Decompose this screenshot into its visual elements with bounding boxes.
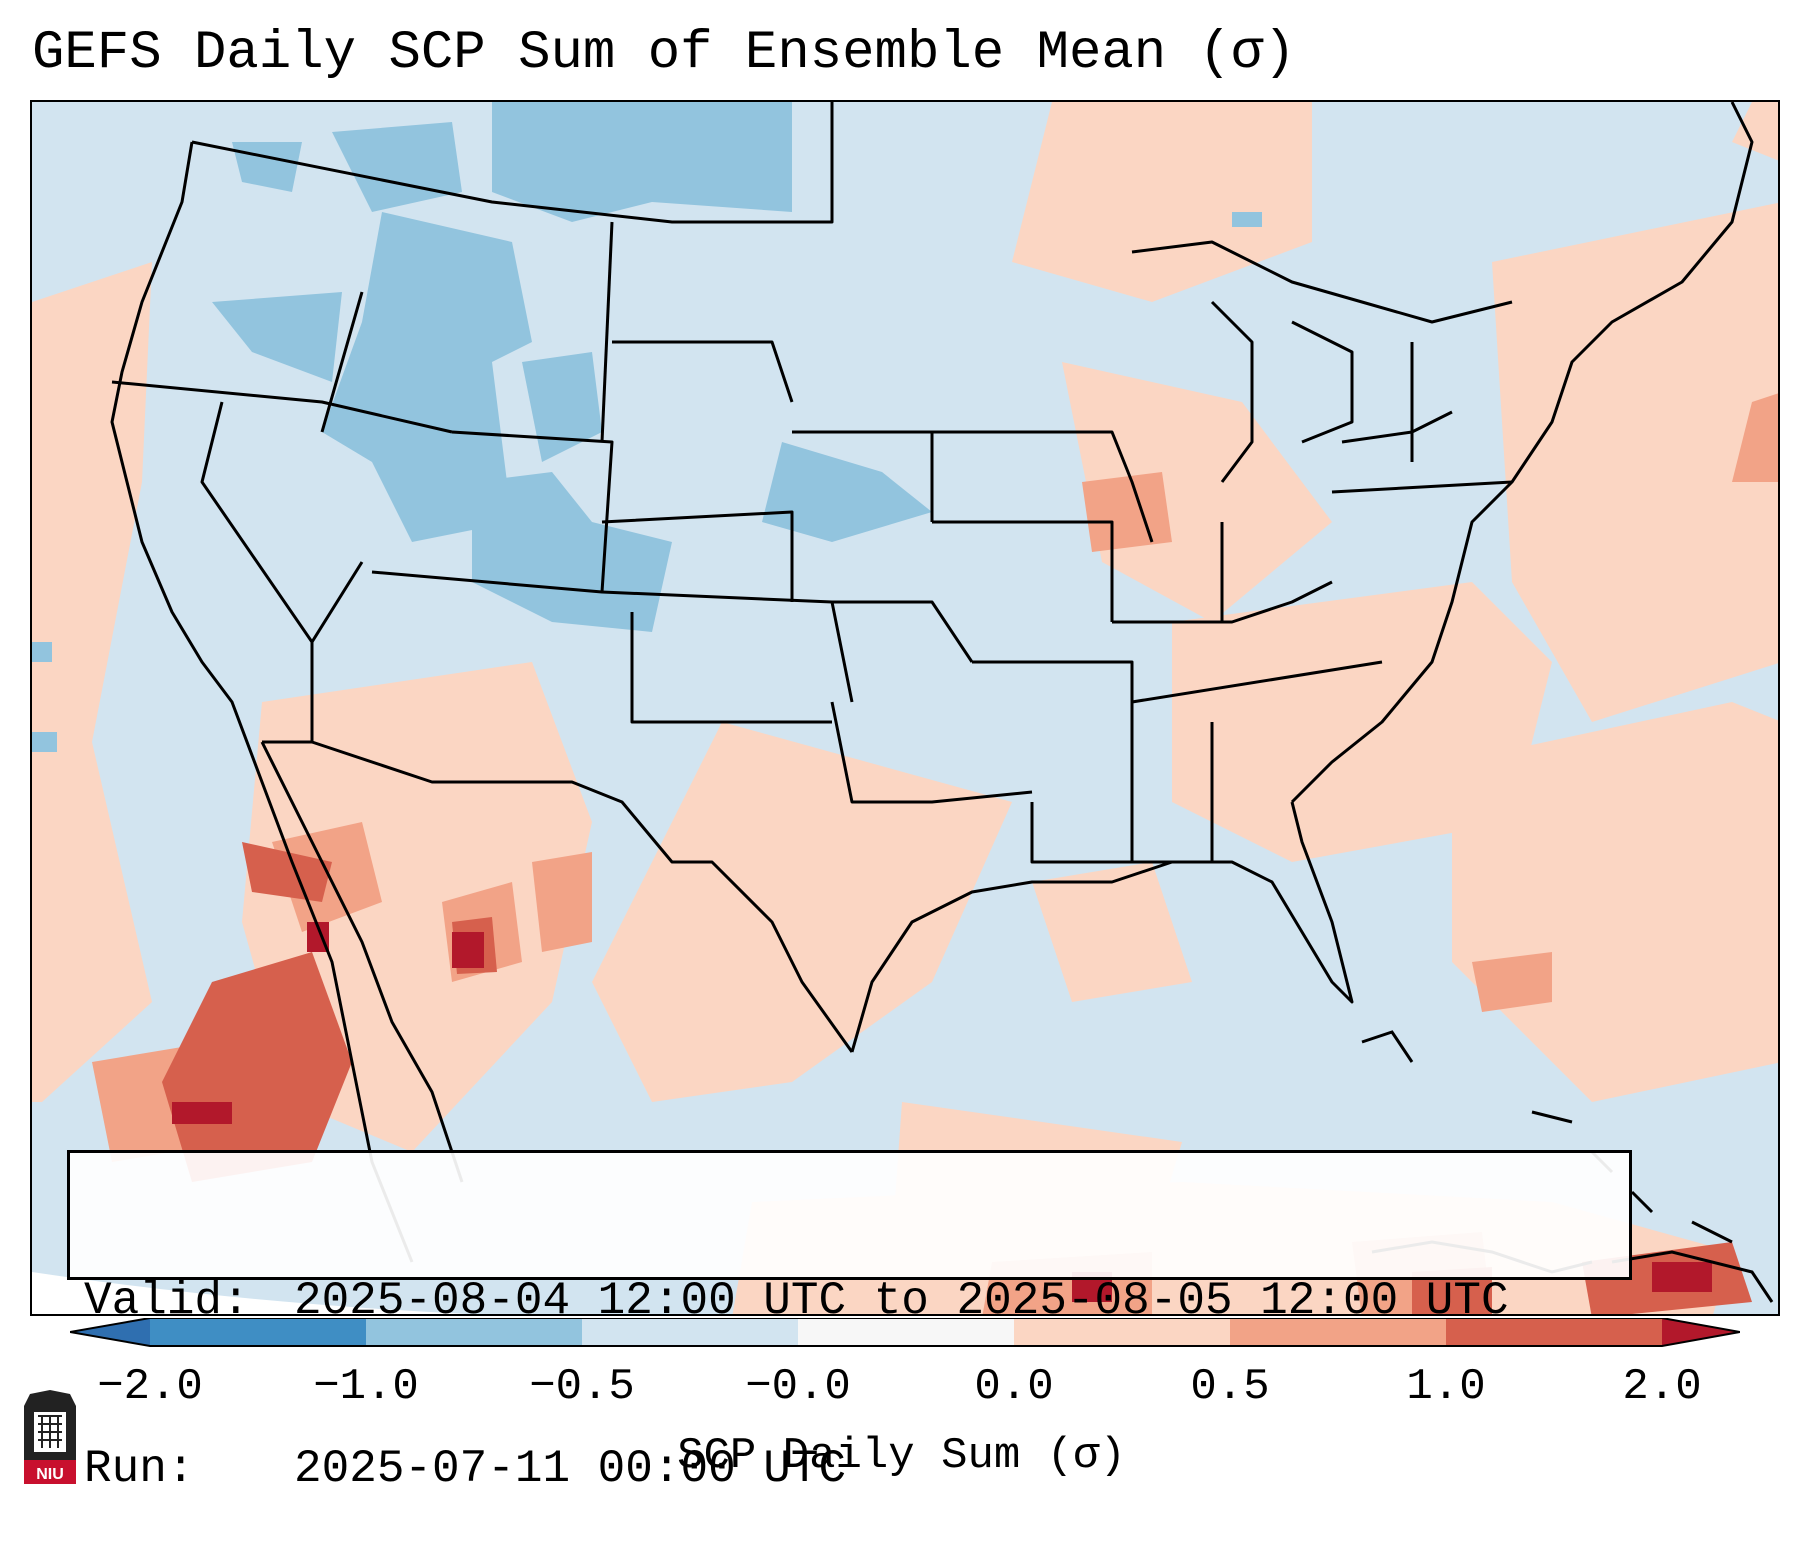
run-row: Run: 2025-07-11 00:00 UTC — [84, 1441, 1629, 1497]
colorbar-bin-4 — [798, 1318, 1014, 1346]
niu-logo-icon: NIU — [24, 1390, 76, 1484]
colorbar-max-extension — [1662, 1318, 1740, 1346]
tick-label-2: −1.0 — [313, 1362, 419, 1412]
colorbar-bin-6 — [1230, 1318, 1446, 1346]
validity-info-box: Valid: 2025-08-04 12:00 UTC to 2025-08-0… — [67, 1150, 1632, 1495]
map-title: GEFS Daily SCP Sum of Ensemble Mean (σ) — [32, 23, 1296, 84]
colorbar-outline — [70, 1318, 1740, 1347]
scp-anomaly-map — [32, 102, 1778, 1314]
negative-anomaly-regions — [32, 102, 1262, 752]
positive-anomaly-regions — [32, 102, 1778, 1314]
tick-label-3: −0.5 — [529, 1362, 635, 1412]
colorbar-bin-1 — [150, 1318, 366, 1346]
colorbar-label: SCP Daily Sum (σ) — [677, 1431, 1126, 1481]
tick-label-8: 2.0 — [1622, 1362, 1702, 1412]
logo-text: NIU — [36, 1466, 64, 1483]
colorbar-bin-5 — [1014, 1318, 1230, 1346]
run-label: Run: — [84, 1443, 195, 1495]
colorbar-bin-2 — [366, 1318, 582, 1346]
tick-label-5: 0.0 — [974, 1362, 1054, 1412]
tick-label-7: 1.0 — [1406, 1362, 1486, 1412]
tick-label-6: 0.5 — [1190, 1362, 1270, 1412]
map-panel[interactable] — [30, 100, 1780, 1316]
colorbar-min-extension — [70, 1318, 150, 1346]
coastlines-and-borders — [110, 102, 1754, 1263]
colorbar — [70, 1318, 1740, 1347]
colorbar-bin-3 — [582, 1318, 798, 1346]
outside-domain-area — [32, 1272, 468, 1314]
colorbar-bin-7 — [1446, 1318, 1662, 1346]
extreme-positive-anomaly — [172, 922, 1712, 1302]
run-value: 2025-07-11 00:00 UTC — [294, 1443, 847, 1495]
tick-label-1: −2.0 — [97, 1362, 203, 1412]
tick-label-4: −0.0 — [745, 1362, 851, 1412]
